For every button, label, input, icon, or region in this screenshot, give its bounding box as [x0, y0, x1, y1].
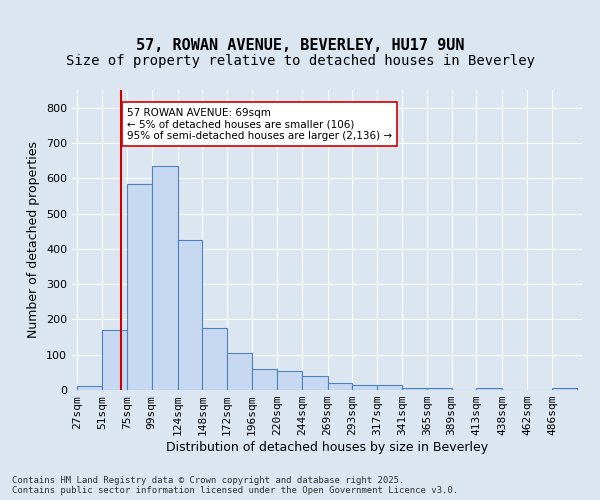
Bar [377, 384, 402, 390]
Bar [252, 369, 277, 390]
Bar [552, 388, 577, 390]
Bar [152, 166, 178, 390]
Bar [352, 384, 377, 390]
Text: Size of property relative to detached houses in Beverley: Size of property relative to detached ho… [65, 54, 535, 68]
Bar [302, 376, 328, 390]
Bar [328, 383, 352, 390]
Bar [476, 388, 502, 390]
Bar [202, 328, 227, 390]
Text: 57, ROWAN AVENUE, BEVERLEY, HU17 9UN: 57, ROWAN AVENUE, BEVERLEY, HU17 9UN [136, 38, 464, 52]
Bar [102, 330, 127, 390]
X-axis label: Distribution of detached houses by size in Beverley: Distribution of detached houses by size … [166, 441, 488, 454]
Bar [77, 386, 102, 390]
Bar [277, 370, 302, 390]
Y-axis label: Number of detached properties: Number of detached properties [28, 142, 40, 338]
Text: Contains HM Land Registry data © Crown copyright and database right 2025.
Contai: Contains HM Land Registry data © Crown c… [12, 476, 458, 495]
Text: 57 ROWAN AVENUE: 69sqm
← 5% of detached houses are smaller (106)
95% of semi-det: 57 ROWAN AVENUE: 69sqm ← 5% of detached … [127, 108, 392, 141]
Bar [427, 388, 452, 390]
Bar [127, 184, 152, 390]
Bar [402, 388, 427, 390]
Bar [227, 353, 252, 390]
Bar [178, 240, 202, 390]
